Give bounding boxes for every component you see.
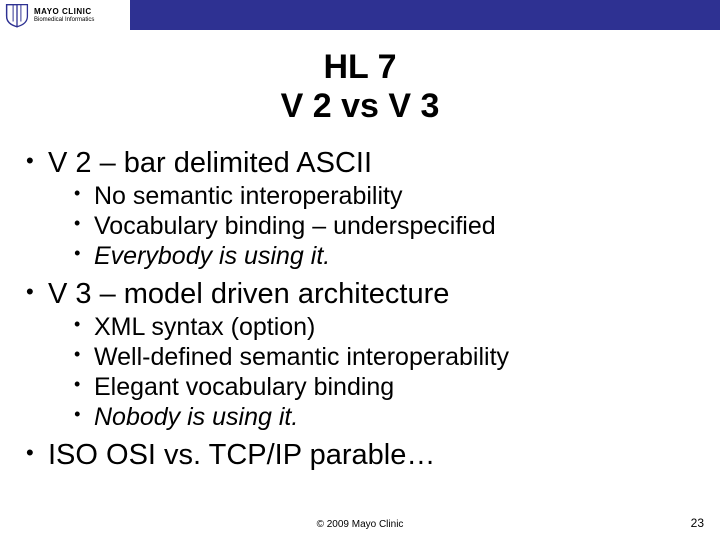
bullet-v2-sub3: Everybody is using it. <box>20 241 700 271</box>
title-line-1: HL 7 <box>0 48 720 87</box>
bullet-v2: V 2 – bar delimited ASCII <box>20 146 700 181</box>
bullet-v2-sub1: No semantic interoperability <box>20 181 700 211</box>
bullet-v3-sub2: Well-defined semantic interoperability <box>20 342 700 372</box>
logo-area: MAYO CLINIC Biomedical Informatics <box>0 0 130 30</box>
header-bar: MAYO CLINIC Biomedical Informatics <box>0 0 720 30</box>
bullet-v3: V 3 – model driven architecture <box>20 277 700 312</box>
logo-text: MAYO CLINIC Biomedical Informatics <box>34 8 94 23</box>
slide-content: V 2 – bar delimited ASCII No semantic in… <box>0 126 720 472</box>
slide-title: HL 7 V 2 vs V 3 <box>0 48 720 126</box>
logo-main-text: MAYO CLINIC <box>34 8 94 16</box>
page-number: 23 <box>691 516 704 530</box>
logo-sub-text: Biomedical Informatics <box>34 17 94 23</box>
bullet-v2-sub2: Vocabulary binding – underspecified <box>20 211 700 241</box>
bullet-iso: ISO OSI vs. TCP/IP parable… <box>20 438 700 473</box>
title-line-2: V 2 vs V 3 <box>0 87 720 126</box>
bullet-v3-sub1: XML syntax (option) <box>20 312 700 342</box>
mayo-shield-icon <box>4 2 30 28</box>
bullet-v3-sub3: Elegant vocabulary binding <box>20 372 700 402</box>
footer-copyright: © 2009 Mayo Clinic <box>0 519 720 530</box>
bullet-v3-sub4: Nobody is using it. <box>20 402 700 432</box>
